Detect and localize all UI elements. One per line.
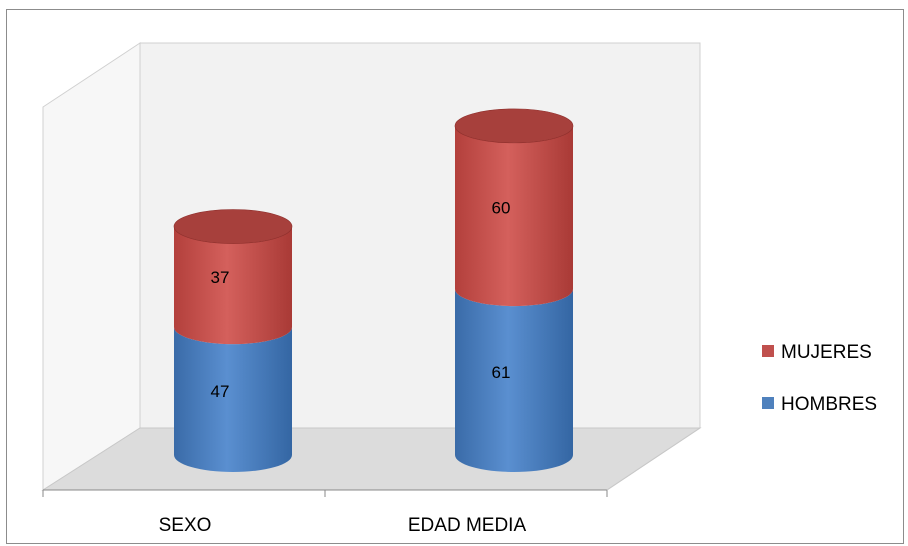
cylinder-top-cap-edad-media [454,108,574,144]
category-label-edad-media: EDAD MEDIA [408,515,527,536]
data-label-edad-media-mujeres: 60 [492,198,511,217]
data-label-sexo-hombres: 47 [211,382,230,401]
cylinder-sexo-hombres [174,327,292,472]
plot-walls [41,42,702,497]
category-label-sexo: SEXO [159,515,212,536]
legend-swatch-mujeres [762,345,774,357]
legend: MUJERES HOMBRES [762,342,877,415]
depth-axis-line [606,427,701,491]
bars-group: 47 37 61 60 [173,108,574,472]
floor [41,427,702,491]
legend-label-hombres: HOMBRES [781,394,877,415]
cylinder-top-cap-sexo [173,209,293,244]
data-label-sexo-mujeres: 37 [211,268,230,287]
cylinder-sexo-mujeres [174,226,292,345]
legend-swatch-hombres [762,397,774,409]
cylinder-edad-media-mujeres [455,125,573,307]
legend-label-mujeres: MUJERES [781,342,872,363]
side-wall [42,42,141,491]
data-label-edad-media-hombres: 61 [492,363,511,382]
cylinder-edad-media-hombres [455,289,573,472]
